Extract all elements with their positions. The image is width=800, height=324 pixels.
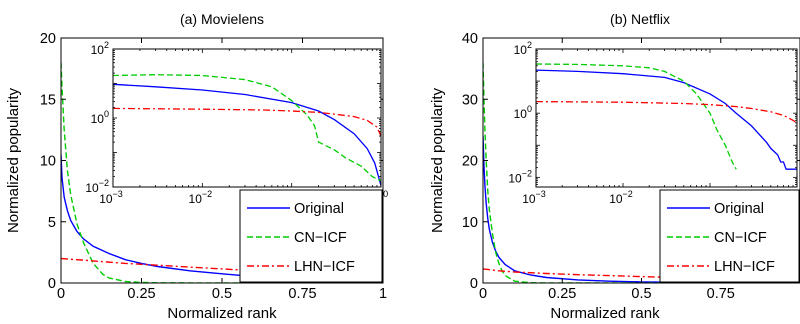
x-axis-label: Normalized rank <box>167 305 277 322</box>
chart-title: (a) Movielens <box>180 11 264 27</box>
y-tick-label: 5 <box>48 215 56 231</box>
chart-legend: Original CN−ICF LHN−ICF <box>239 189 383 283</box>
legend-label: CN−ICF <box>714 230 767 246</box>
x-tick-label: 0.25 <box>127 286 155 302</box>
y-tick-label: 10 <box>40 154 56 170</box>
inset-background <box>113 49 381 187</box>
inset-series-line <box>536 69 797 170</box>
y-tick-label: 15 <box>40 92 56 108</box>
inset-series-line <box>113 107 381 137</box>
y-axis-label: Normalized popularity <box>5 87 22 233</box>
y-axis-label: Normalized popularity <box>429 87 446 233</box>
inset-series-line <box>113 74 381 182</box>
inset-x-tick-label: 10−2 <box>189 189 213 206</box>
inset-y-tick-label: 102 <box>91 40 109 57</box>
inset-y-tick-label: 10−2 <box>508 168 532 185</box>
y-tick-label: 20 <box>40 31 56 47</box>
x-axis-label: Normalized rank <box>550 305 660 322</box>
x-tick-label: 0.5 <box>631 286 651 302</box>
x-tick-label: 0.75 <box>707 286 735 302</box>
legend-label: LHN−ICF <box>714 259 775 275</box>
legend-label: Original <box>294 201 344 217</box>
y-tick-label: 0 <box>470 276 478 292</box>
inset-x-tick-label: 10−3 <box>99 189 123 206</box>
series-line <box>483 135 800 283</box>
chart-legend: Original CN−ICF LHN−ICF <box>659 189 800 283</box>
inset-background <box>536 49 797 187</box>
series-line <box>61 257 383 279</box>
inset-x-tick-label: 10−2 <box>609 189 633 206</box>
x-tick-label: 0.5 <box>212 286 232 302</box>
y-tick-label: 10 <box>462 215 478 231</box>
x-tick-label: 0.75 <box>288 286 316 302</box>
chart-title: (b) Netflix <box>610 11 670 27</box>
y-tick-label: 0 <box>48 276 56 292</box>
chart-panel-2: (b) Netflix 0 0.25 0.5 0.75 0 10 20 30 40 Normaliz… <box>429 11 800 322</box>
inset-y-tick-label: 102 <box>514 40 532 57</box>
x-tick-label: 0 <box>57 286 65 302</box>
y-tick-label: 20 <box>462 154 478 170</box>
legend-label: CN−ICF <box>294 230 347 246</box>
inset-series-line <box>536 63 737 170</box>
inset-y-tick-label: 100 <box>91 109 109 126</box>
inset-y-tick-label: 10−2 <box>85 178 109 195</box>
x-tick-label: 1 <box>379 286 387 302</box>
series-line <box>483 62 800 283</box>
legend-label: LHN−ICF <box>294 259 355 275</box>
inset-y-tick-label: 100 <box>514 104 532 121</box>
x-tick-label: 0 <box>479 286 487 302</box>
inset-x-tick-label: 10−3 <box>522 189 546 206</box>
y-tick-label: 30 <box>462 92 478 108</box>
x-tick-label: 0.25 <box>548 286 576 302</box>
legend-label: Original <box>714 201 764 217</box>
y-tick-label: 40 <box>462 31 478 47</box>
inset-series-line <box>113 83 381 186</box>
